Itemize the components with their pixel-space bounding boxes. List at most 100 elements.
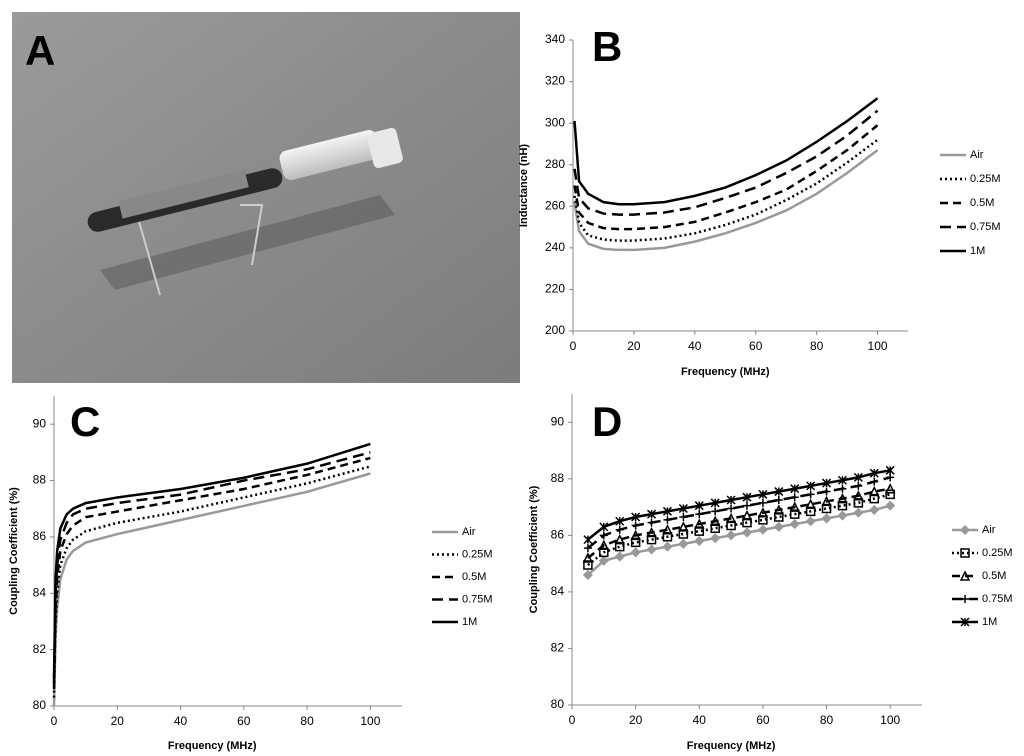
marker (822, 478, 832, 488)
marker (614, 551, 625, 562)
y-tick-label: 80 (551, 697, 565, 711)
marker (885, 489, 895, 500)
marker (599, 522, 609, 532)
marker (837, 500, 848, 511)
series-line (52, 442, 371, 678)
marker (773, 504, 785, 515)
y-axis-label: Inductance (nH) (518, 144, 530, 227)
marker (646, 534, 657, 545)
marker (821, 495, 832, 507)
marker (774, 487, 784, 497)
x-tick-label: 100 (880, 713, 900, 727)
y-axis-label: Coupling Coefficient (%) (528, 485, 540, 613)
x-tick-label: 0 (569, 713, 576, 727)
marker (961, 595, 969, 603)
marker (582, 569, 593, 581)
series-line (52, 451, 371, 684)
marker (854, 481, 863, 490)
marker (615, 516, 625, 526)
marker (959, 524, 971, 536)
marker (869, 468, 879, 478)
marker (662, 524, 673, 535)
x-tick-label: 40 (688, 339, 702, 353)
marker (773, 521, 784, 532)
legend-label: 0.25M (462, 548, 493, 560)
series-line (573, 97, 879, 206)
marker (758, 498, 767, 507)
y-axis-label: Coupling Coefficient (%) (8, 487, 20, 615)
marker (647, 509, 657, 519)
y-tick-label: 220 (545, 282, 565, 296)
y-tick-label: 80 (33, 698, 47, 712)
legend-label: 0.75M (982, 593, 1013, 605)
marker (598, 555, 609, 566)
marker (582, 552, 594, 563)
marker (758, 515, 768, 525)
marker (709, 515, 721, 526)
legend-label: 0.5M (462, 571, 486, 583)
marker (774, 512, 784, 522)
marker (678, 521, 689, 532)
x-tick-label: 60 (749, 339, 763, 353)
marker (694, 518, 705, 529)
marker (821, 503, 832, 514)
marker (726, 520, 736, 531)
x-tick-label: 0 (51, 714, 58, 728)
marker (662, 541, 673, 552)
marker (583, 535, 593, 545)
marker (758, 489, 768, 499)
y-tick-label: 200 (545, 323, 565, 337)
marker (886, 473, 895, 482)
marker (870, 477, 879, 486)
marker (805, 506, 816, 517)
marker (757, 507, 769, 518)
photo: A (12, 12, 520, 383)
y-tick-label: 88 (33, 473, 47, 487)
marker (630, 529, 641, 541)
series-line (573, 149, 879, 252)
legend-label: Air (982, 524, 996, 536)
panel-label: B (592, 23, 622, 70)
marker (599, 547, 609, 558)
y-tick-label: 86 (551, 528, 565, 542)
marker (647, 518, 656, 527)
marker (694, 526, 705, 536)
marker (885, 465, 895, 475)
marker (679, 512, 688, 521)
legend-label: Air (462, 526, 476, 538)
marker (725, 512, 737, 524)
marker (678, 503, 688, 514)
x-tick-label: 0 (570, 339, 577, 353)
marker (614, 533, 625, 545)
marker (853, 490, 864, 501)
legend-label: 0.25M (970, 173, 1001, 185)
marker (869, 493, 880, 504)
marker (599, 531, 608, 540)
marker (757, 524, 768, 535)
legend-label: 0.25M (982, 547, 1013, 559)
marker (710, 498, 720, 508)
legend-label: 0.75M (970, 221, 1001, 233)
y-tick-label: 260 (545, 198, 565, 212)
marker (821, 513, 832, 524)
y-tick-label: 300 (545, 115, 565, 129)
marker (837, 492, 848, 504)
legend-label: 0.5M (970, 197, 994, 209)
y-tick-label: 84 (551, 584, 565, 598)
x-tick-label: 60 (237, 714, 251, 728)
marker (663, 515, 672, 524)
marker (806, 490, 815, 499)
marker (695, 510, 704, 519)
marker (789, 509, 800, 519)
marker (837, 475, 847, 485)
x-tick-label: 20 (111, 714, 125, 728)
marker (822, 487, 831, 496)
marker (960, 617, 970, 627)
x-tick-label: 20 (629, 713, 643, 727)
series-line (573, 138, 879, 242)
marker (743, 501, 751, 510)
x-axis-label: Frequency (MHz) (168, 740, 257, 752)
legend-label: 0.75M (462, 593, 493, 605)
x-tick-label: 80 (810, 339, 824, 353)
marker (726, 530, 737, 541)
